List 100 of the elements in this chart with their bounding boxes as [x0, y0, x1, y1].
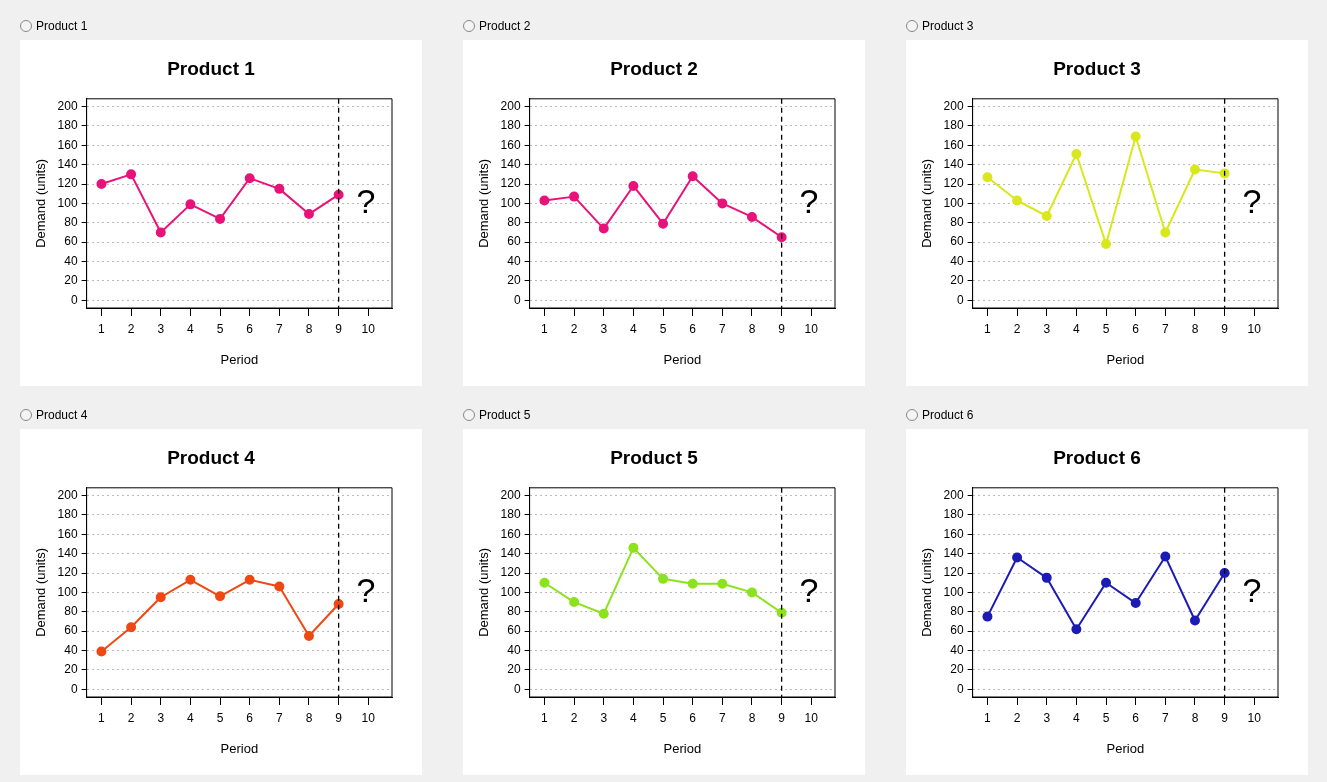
x-tick-label: 9 — [335, 710, 343, 725]
point — [1130, 131, 1141, 142]
y-tick-label: 0 — [70, 681, 78, 696]
chart-title: Product 1 — [167, 57, 256, 79]
x-tick-label: 10 — [1247, 321, 1262, 336]
point — [776, 607, 787, 618]
point — [185, 199, 196, 210]
y-tick-label: 60 — [507, 623, 521, 638]
y-tick-label: 0 — [956, 681, 964, 696]
point — [185, 574, 196, 585]
annotation: ? — [799, 570, 819, 609]
x-tick-label: 6 — [1132, 710, 1140, 725]
point — [569, 597, 580, 608]
y-tick-label: 80 — [507, 215, 521, 230]
y-tick-label: 40 — [507, 253, 521, 268]
x-tick-label: 6 — [246, 710, 254, 725]
y-tick-label: 80 — [950, 215, 964, 230]
x-tick-label: 1 — [541, 321, 549, 336]
point — [717, 578, 728, 589]
point — [155, 592, 166, 603]
x-tick-label: 4 — [187, 710, 195, 725]
x-tick-label: 8 — [1191, 321, 1199, 336]
point — [215, 591, 226, 602]
x-tick-label: 1 — [984, 710, 992, 725]
x-tick-label: 9 — [1221, 710, 1229, 725]
annotation: ? — [356, 181, 376, 220]
x-tick-label: 5 — [659, 321, 667, 336]
y-tick-label: 40 — [950, 642, 964, 657]
point — [155, 227, 166, 238]
point — [96, 179, 107, 190]
x-axis-title: Period — [1106, 740, 1145, 756]
y-tick-label: 200 — [57, 487, 78, 502]
x-tick-label: 2 — [1013, 321, 1021, 336]
y-tick-label: 140 — [500, 545, 521, 560]
y-tick-label: 180 — [500, 507, 521, 522]
point — [539, 195, 550, 206]
y-tick-label: 200 — [500, 487, 521, 502]
x-tick-label: 5 — [216, 710, 224, 725]
point — [628, 180, 639, 191]
y-axis-title: Demand (units) — [476, 547, 492, 637]
x-tick-label: 1 — [541, 710, 549, 725]
chart-title: Product 3 — [1053, 57, 1141, 79]
x-tick-label: 3 — [157, 710, 165, 725]
point — [274, 581, 285, 592]
text: Product 6 — [922, 408, 974, 422]
point — [244, 173, 255, 184]
x-tick-label: 8 — [1191, 710, 1199, 725]
x-tick-label: 7 — [275, 710, 283, 725]
x-tick-label: 5 — [659, 710, 667, 725]
point — [333, 189, 344, 200]
y-tick-label: 100 — [943, 584, 964, 599]
y-tick-label: 0 — [70, 292, 78, 307]
x-tick-label: 9 — [778, 710, 786, 725]
x-tick-label: 10 — [804, 321, 819, 336]
annotation: ? — [1242, 570, 1262, 609]
y-tick-label: 100 — [57, 195, 78, 210]
point — [717, 198, 728, 209]
x-axis-title: Period — [1106, 351, 1145, 367]
y-tick-label: 160 — [500, 137, 521, 152]
point — [126, 622, 137, 633]
x-tick-label: 1 — [984, 321, 992, 336]
y-tick-label: 140 — [943, 156, 964, 171]
y-tick-label: 120 — [57, 176, 78, 191]
y-tick-label: 160 — [943, 526, 964, 541]
text: Product 3 — [922, 19, 974, 33]
text: Product 2 — [479, 19, 531, 33]
x-tick-label: 7 — [275, 321, 283, 336]
y-tick-label: 140 — [57, 156, 78, 171]
point — [333, 599, 344, 610]
x-tick-label: 4 — [630, 321, 638, 336]
y-tick-label: 160 — [57, 137, 78, 152]
x-tick-label: 3 — [1043, 321, 1051, 336]
x-tick-label: 7 — [718, 321, 726, 336]
point — [598, 608, 609, 619]
x-tick-label: 6 — [689, 321, 697, 336]
x-tick-label: 7 — [1161, 321, 1169, 336]
x-tick-label: 9 — [778, 321, 786, 336]
y-axis-title: Demand (units) — [33, 158, 49, 248]
y-tick-label: 40 — [950, 253, 964, 268]
y-tick-label: 180 — [943, 118, 964, 133]
x-axis-title: Period — [663, 351, 702, 367]
point — [687, 171, 698, 182]
x-tick-label: 1 — [98, 321, 106, 336]
y-axis-title: Demand (units) — [919, 547, 935, 637]
y-tick-label: 160 — [943, 137, 964, 152]
x-axis-title: Period — [220, 351, 259, 367]
y-tick-label: 0 — [956, 292, 964, 307]
x-tick-label: 7 — [718, 710, 726, 725]
point — [746, 211, 757, 222]
point — [244, 574, 255, 585]
point — [274, 183, 285, 194]
y-tick-label: 140 — [500, 156, 521, 171]
y-tick-label: 200 — [57, 98, 78, 113]
y-tick-label: 120 — [57, 565, 78, 580]
point — [982, 172, 993, 183]
point — [1189, 164, 1200, 175]
y-tick-label: 140 — [943, 545, 964, 560]
point — [1101, 577, 1112, 588]
y-tick-label: 120 — [943, 565, 964, 580]
point — [303, 209, 314, 220]
